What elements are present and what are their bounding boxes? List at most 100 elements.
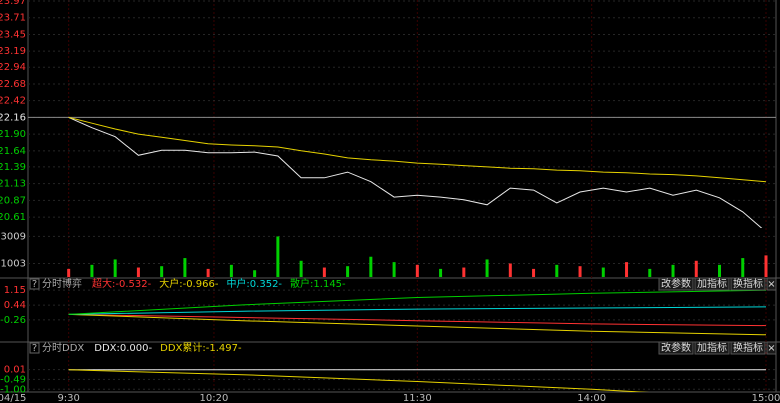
volume-bar xyxy=(508,263,512,277)
help-icon: ? xyxy=(32,279,37,290)
help-icon: ? xyxy=(32,343,37,354)
y-tick-label: 23.71 xyxy=(0,13,26,24)
y-tick-label: 1.15 xyxy=(4,285,26,296)
button-box xyxy=(658,341,694,355)
volume-bar xyxy=(555,264,559,277)
volume-bar xyxy=(160,266,164,277)
y-tick-label: 23.97 xyxy=(0,0,26,7)
y-tick-label: 20.61 xyxy=(0,212,26,223)
legend-entry: 大户:-0.966- xyxy=(159,277,219,290)
volume-bar xyxy=(253,270,257,277)
volume-bar xyxy=(532,268,536,277)
button-label: 改参数 xyxy=(661,341,691,354)
series-line xyxy=(68,289,767,315)
button-box xyxy=(766,277,777,291)
close-label: × xyxy=(767,279,775,290)
y-tick-label: 22.16 xyxy=(0,112,26,123)
series-line xyxy=(68,116,763,228)
button-label: 改参数 xyxy=(661,277,691,290)
toolbar-button[interactable]: 加指标 xyxy=(694,277,730,291)
button-box xyxy=(730,277,766,291)
button-box xyxy=(730,341,766,355)
volume-bar xyxy=(764,255,768,277)
button-label: 加指标 xyxy=(697,277,727,290)
legend-entry: 中户:0.352- xyxy=(226,277,282,290)
panel-title: 分时DDX xyxy=(42,342,84,354)
y-tick-label: 0.44 xyxy=(4,300,26,311)
toolbar-button[interactable]: 加指标 xyxy=(694,341,730,355)
button-box xyxy=(694,277,730,291)
panel-title: 分时博弈 xyxy=(42,277,82,290)
y-tick-label: 21.39 xyxy=(0,162,26,173)
volume-bar xyxy=(276,236,280,277)
y-tick-label: -0.49 xyxy=(0,374,26,385)
volume-bar xyxy=(648,268,652,277)
toolbar-button[interactable]: 换指标 xyxy=(730,277,766,291)
y-tick-label: 20.87 xyxy=(0,195,26,206)
volume-bar xyxy=(183,258,187,277)
y-tick-label: 23.45 xyxy=(0,29,26,40)
y-tick-label: 21.13 xyxy=(0,179,26,190)
button-label: 换指标 xyxy=(733,341,763,354)
volume-bar xyxy=(113,259,117,277)
x-tick-label: 15:00 xyxy=(752,393,780,403)
volume-bar xyxy=(90,264,94,277)
volume-bar xyxy=(369,256,373,277)
volume-bar xyxy=(671,264,675,277)
toolbar-button[interactable]: 换指标 xyxy=(730,341,766,355)
help-icon-box xyxy=(29,278,40,290)
volume-bar xyxy=(392,262,396,277)
y-tick-label: 22.68 xyxy=(0,79,26,90)
toolbar-button[interactable]: 改参数 xyxy=(658,341,694,355)
y-tick-label: -1.00 xyxy=(0,384,26,395)
volume-bar xyxy=(718,264,722,277)
volume-bar xyxy=(136,267,140,277)
legend-entry: 散户:1.145- xyxy=(290,277,346,290)
volume-bar xyxy=(601,267,605,277)
y-tick-label: 1003 xyxy=(1,258,26,269)
volume-bar xyxy=(439,268,443,277)
close-button[interactable]: × xyxy=(766,341,777,355)
y-tick-label: -0.26 xyxy=(0,315,26,326)
y-tick-label: 21.64 xyxy=(0,146,26,157)
close-button[interactable]: × xyxy=(766,277,777,291)
volume-bar xyxy=(229,264,233,277)
close-label: × xyxy=(767,343,775,354)
volume-bar xyxy=(346,266,350,277)
volume-bar xyxy=(462,267,466,277)
button-box xyxy=(766,341,777,355)
series-line xyxy=(68,313,767,336)
volume-bar xyxy=(67,268,71,277)
volume-bar xyxy=(206,268,210,277)
volume-bar xyxy=(485,259,489,277)
volume-bar xyxy=(578,266,582,277)
legend-entry: DDX:0.000- xyxy=(94,343,152,354)
button-box xyxy=(694,341,730,355)
button-label: 加指标 xyxy=(697,341,727,354)
button-label: 换指标 xyxy=(733,277,763,290)
legend-entry: 超大:-0.532- xyxy=(92,277,152,290)
series-line xyxy=(68,116,767,183)
date-label: 04/15 xyxy=(0,393,26,403)
y-tick-label: 3009 xyxy=(1,231,26,242)
x-tick-label: 9:30 xyxy=(57,393,79,403)
volume-bar xyxy=(299,260,303,277)
volume-bar xyxy=(415,264,419,277)
series-line xyxy=(68,313,767,327)
volume-bar xyxy=(741,258,745,277)
series-line xyxy=(68,369,650,392)
y-tick-label: 21.90 xyxy=(0,129,26,140)
toolbar-button[interactable]: 改参数 xyxy=(658,277,694,291)
volume-bar xyxy=(322,267,326,277)
button-box xyxy=(658,277,694,291)
help-icon-box xyxy=(29,342,40,354)
legend-entry: DDX累计:-1.497- xyxy=(160,341,242,354)
x-tick-label: 14:00 xyxy=(577,393,606,403)
y-tick-label: 22.42 xyxy=(0,96,26,107)
x-tick-label: 10:20 xyxy=(200,393,229,403)
y-tick-label: 0.01 xyxy=(4,365,26,376)
y-tick-label: 23.19 xyxy=(0,46,26,57)
series-line xyxy=(68,306,767,315)
